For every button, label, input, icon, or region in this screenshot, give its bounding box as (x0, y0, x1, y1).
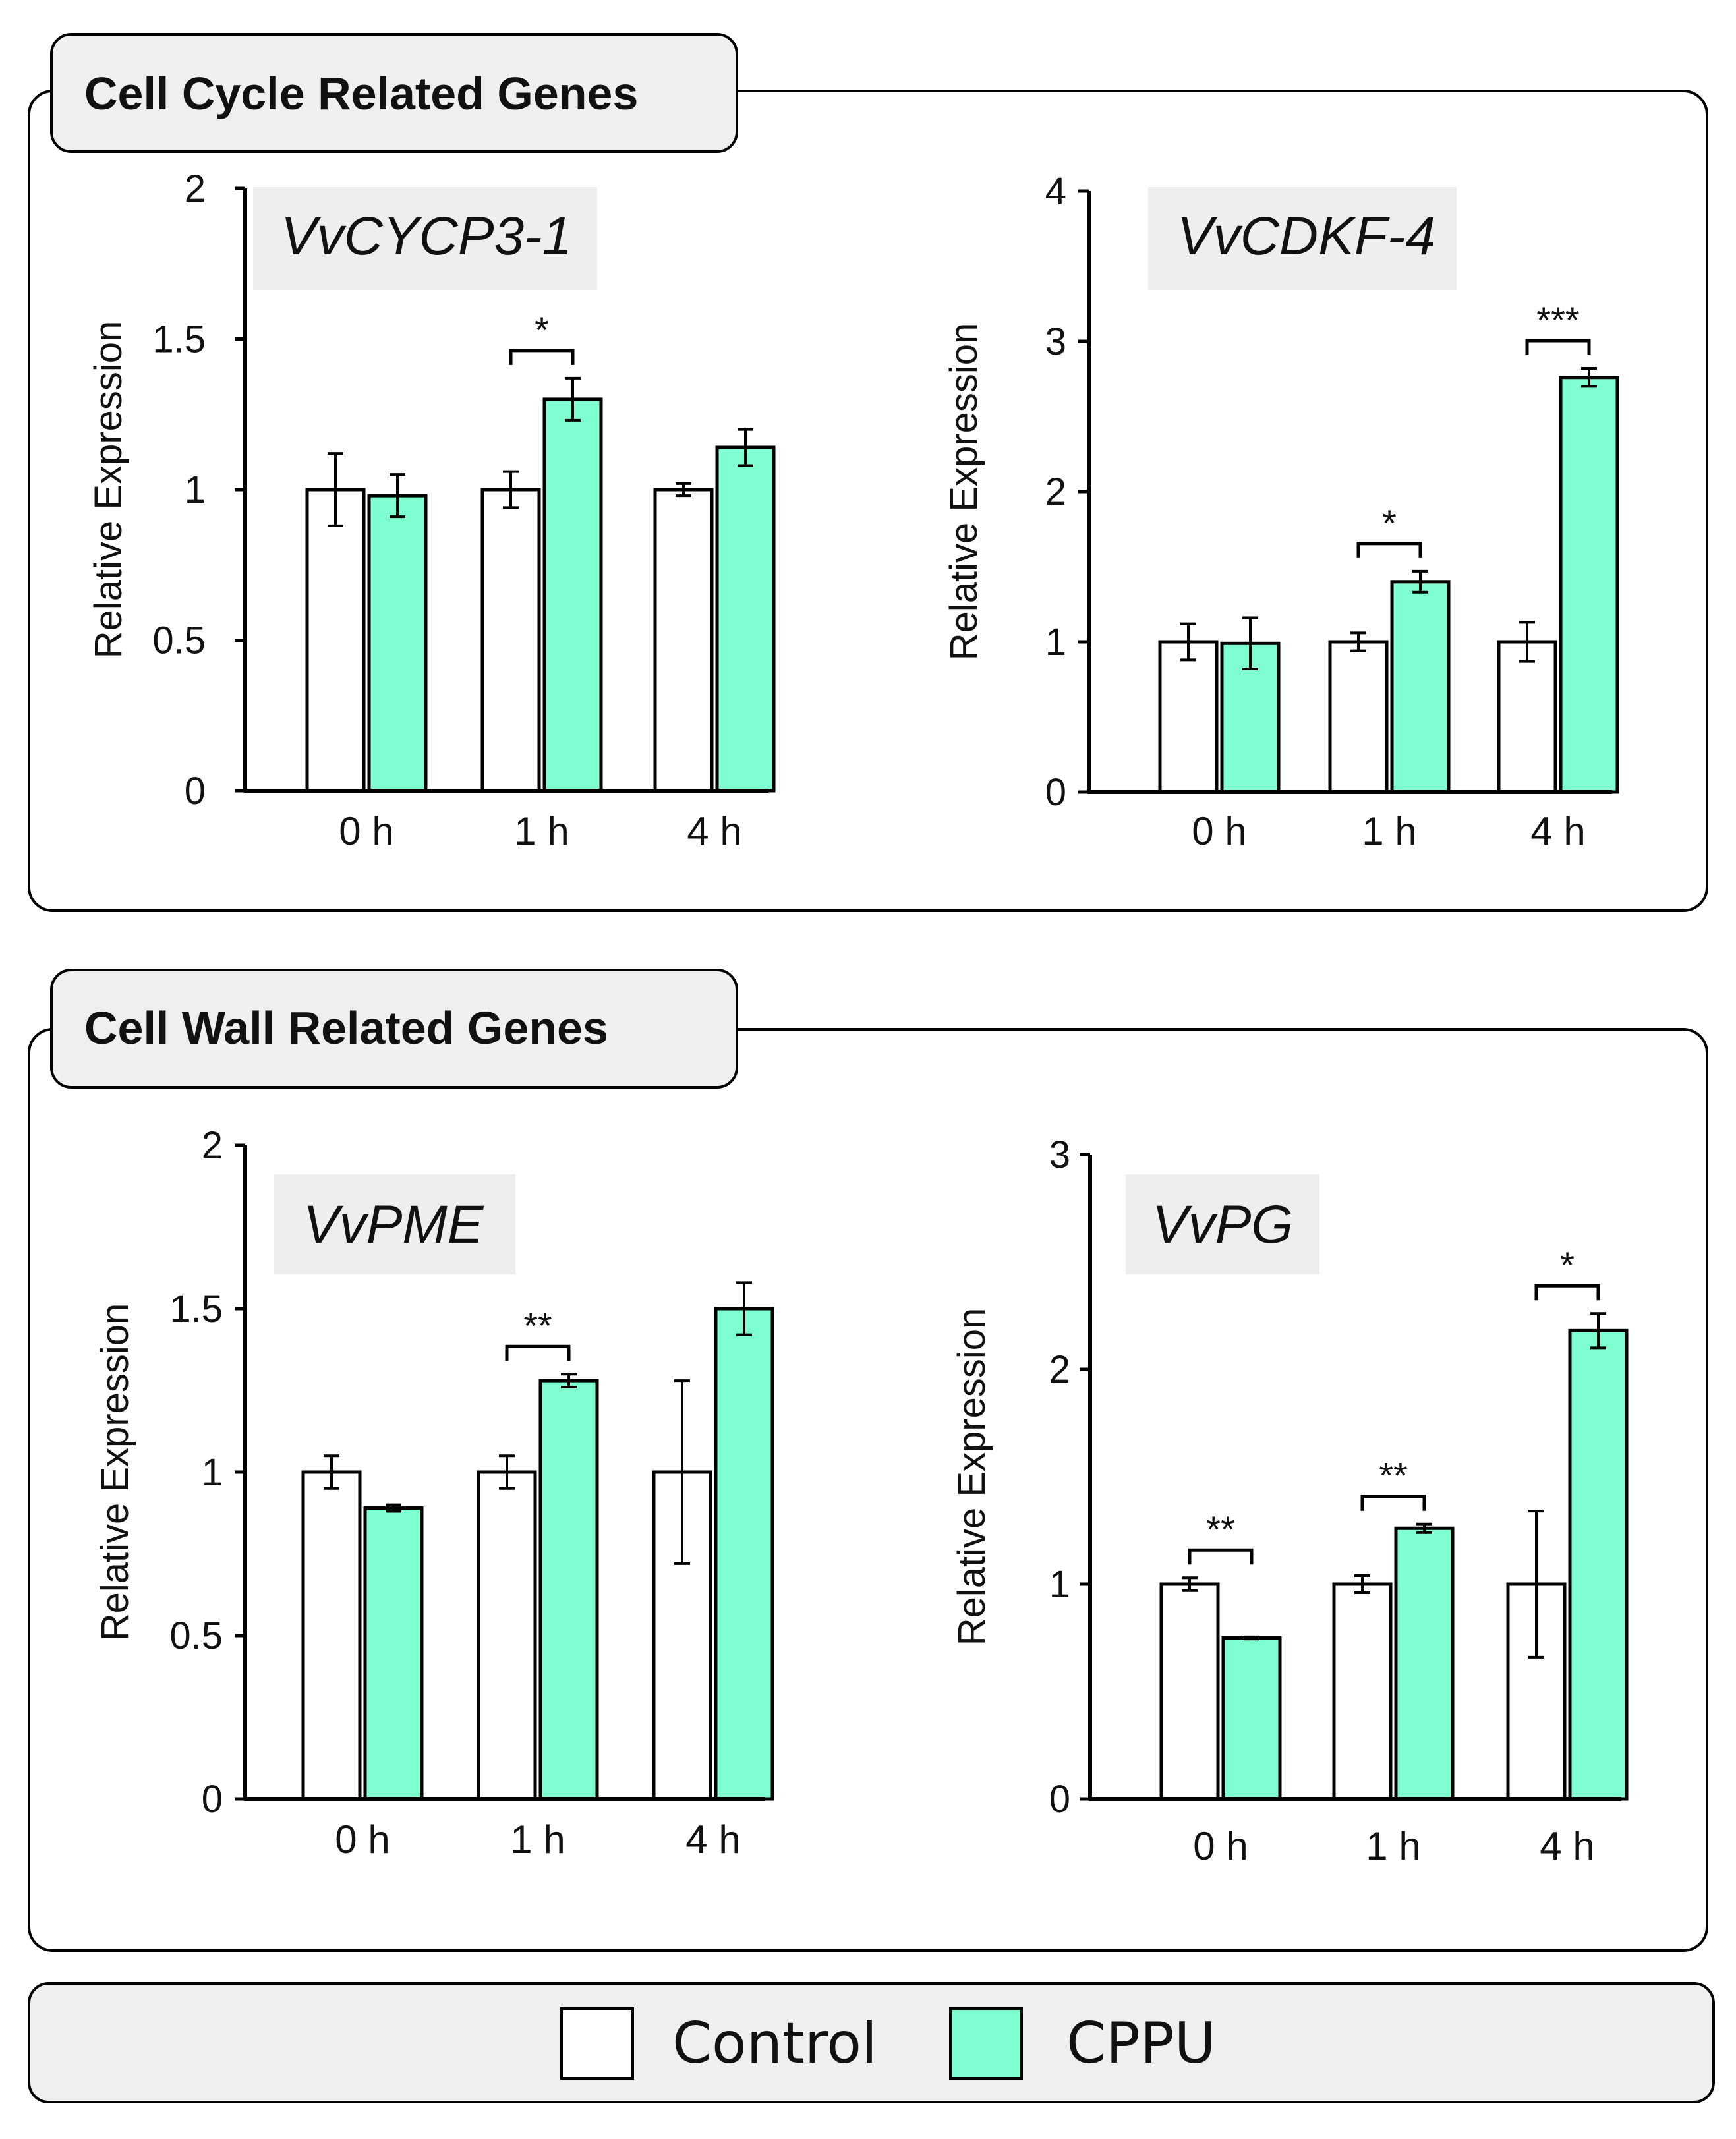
y-tick-label: 1.5 (152, 318, 206, 361)
bar-control-0h (1158, 640, 1219, 794)
x-tick-label: 4 h (1540, 1824, 1594, 1868)
x-tick-label: 1 h (514, 809, 569, 853)
significance-label: *** (1536, 299, 1579, 341)
significance-label: ** (1379, 1455, 1408, 1497)
x-tick-label: 4 h (685, 1817, 740, 1862)
gene-label-box (253, 187, 597, 290)
y-tick-label: 3 (1049, 1133, 1070, 1176)
bar-cppu-1h (542, 397, 603, 793)
x-tick-label: 0 h (339, 809, 393, 853)
x-tick-label: 1 h (1362, 809, 1416, 853)
bar-cppu-0h (1221, 1636, 1282, 1801)
bar-control-4h (653, 488, 714, 793)
legend-label-control: Control (672, 2011, 877, 2076)
gene-label: VvPME (303, 1195, 484, 1255)
y-tick-label: 1 (202, 1451, 223, 1494)
y-tick-label: 3 (1045, 320, 1066, 363)
bar-control-0h (1159, 1582, 1220, 1801)
bar-control-0h (305, 488, 366, 793)
bar-control-0h (301, 1470, 362, 1801)
x-tick-label: 1 h (1366, 1824, 1420, 1868)
section-cell-wall-frame (28, 1028, 1708, 1952)
bar-cppu-0h (367, 494, 428, 793)
legend-swatch-control (560, 2007, 634, 2080)
y-tick-label: 2 (1045, 471, 1066, 513)
chart-vvcycp3-1: VvCYCP3-1 0 0.5 1 1.5 2 Relative Expression 0 h… (87, 167, 776, 853)
y-axis-label: Relative Expression (94, 1303, 136, 1641)
bar-cppu-4h (715, 445, 776, 793)
y-tick-label: 0 (202, 1778, 223, 1821)
bar-control-1h (480, 488, 541, 793)
y-tick-label: 2 (202, 1124, 223, 1167)
gene-label: VvPG (1152, 1195, 1293, 1255)
legend: Control CPPU (28, 1982, 1715, 2103)
bar-cppu-1h (1390, 580, 1451, 794)
significance-label: * (535, 309, 549, 351)
chart-vvcdkf-4: VvCDKF-4 0 1 2 3 4 Relative Expression 0 h 1 h 4 … (942, 170, 1619, 853)
gene-label: VvCDKF-4 (1177, 206, 1435, 266)
y-axis-label: Relative Expression (942, 323, 985, 661)
x-tick-label: 1 h (510, 1817, 565, 1862)
section-cell-cycle-frame (28, 90, 1708, 912)
significance-bracket (1188, 1548, 1254, 1565)
y-tick-label: 1.5 (169, 1288, 223, 1330)
section-cell-cycle-title: Cell Cycle Related Genes (84, 68, 638, 119)
x-tick-label: 0 h (1193, 1824, 1248, 1868)
y-tick-label: 0.5 (169, 1614, 223, 1657)
chart-vvpme: VvPME 0 0.5 1 1.5 2 Relative Expression 0 h 1 h 4… (94, 1124, 774, 1862)
y-tick-label: 0 (185, 770, 206, 813)
y-tick-label: 0 (1045, 771, 1066, 814)
significance-label: * (1382, 502, 1397, 544)
gene-label-box (1126, 1174, 1319, 1274)
x-tick-label: 0 h (335, 1817, 390, 1862)
y-tick-label: 1 (185, 469, 206, 511)
section-cell-cycle: Cell Cycle Related Genes (28, 33, 1708, 912)
y-tick-label: 0 (1049, 1778, 1070, 1821)
bar-cppu-0h (363, 1506, 424, 1801)
x-tick-label: 4 h (1530, 809, 1585, 853)
bar-cppu-1h (1394, 1526, 1455, 1801)
y-axis-label: Relative Expression (87, 321, 130, 659)
significance-bracket (505, 1344, 571, 1361)
significance-label: ** (1206, 1508, 1235, 1550)
section-cell-wall-header (50, 969, 738, 1089)
section-cell-wall-title: Cell Wall Related Genes (84, 1002, 608, 1054)
significance-bracket (1356, 542, 1422, 558)
legend-label-cppu: CPPU (1066, 2011, 1216, 2076)
y-tick-label: 4 (1045, 170, 1066, 213)
bar-cppu-1h (538, 1379, 599, 1801)
y-tick-label: 2 (1049, 1348, 1070, 1391)
significance-bracket (1360, 1495, 1426, 1511)
significance-bracket (1534, 1284, 1600, 1301)
y-tick-label: 2 (185, 167, 206, 210)
section-cell-wall: Cell Wall Related Genes (28, 969, 1708, 1952)
y-tick-label: 0.5 (152, 619, 206, 662)
gene-label-box (274, 1174, 515, 1274)
bar-control-4h (1497, 640, 1557, 794)
bar-cppu-4h (1559, 376, 1619, 794)
bar-cppu-4h (1568, 1328, 1629, 1801)
bar-control-1h (1328, 640, 1389, 794)
y-tick-label: 1 (1045, 621, 1066, 664)
significance-label: ** (523, 1305, 552, 1346)
gene-label-box (1148, 187, 1457, 290)
bar-control-1h (477, 1470, 537, 1801)
legend-swatch-cppu (949, 2007, 1023, 2080)
section-cell-cycle-header (50, 33, 738, 153)
legend-frame (28, 1982, 1715, 2103)
y-tick-label: 1 (1049, 1563, 1070, 1606)
gene-label: VvCYCP3-1 (281, 206, 572, 266)
significance-bracket (1525, 339, 1591, 356)
y-axis-label: Relative Expression (950, 1308, 993, 1646)
significance-label: * (1560, 1244, 1575, 1286)
charts: VvCYCP3-1 0 0.5 1 1.5 2 Relative Expression 0 h… (87, 167, 1629, 1868)
x-tick-label: 0 h (1192, 809, 1246, 853)
bar-control-1h (1332, 1582, 1393, 1801)
x-tick-label: 4 h (687, 809, 741, 853)
bar-cppu-4h (714, 1307, 774, 1801)
significance-bracket (509, 349, 575, 365)
